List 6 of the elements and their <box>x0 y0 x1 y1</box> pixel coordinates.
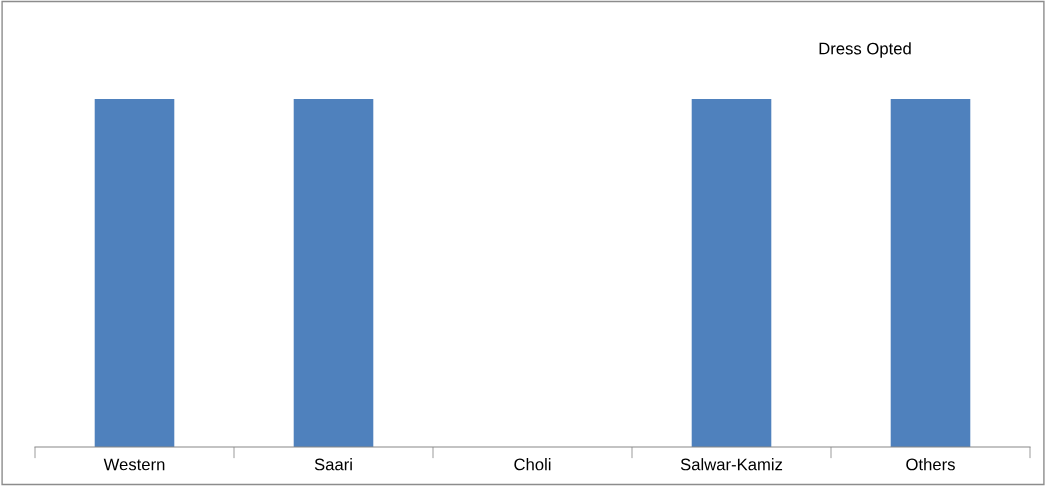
x-tick-label: Choli <box>514 458 551 471</box>
x-tick-label: Salwar-Kamiz <box>680 458 783 471</box>
x-tick-label: Saari <box>314 458 352 471</box>
x-tick-label: Others <box>906 458 955 471</box>
x-tick-label: Western <box>103 458 165 471</box>
chart-title: Dress Opted <box>819 42 911 58</box>
